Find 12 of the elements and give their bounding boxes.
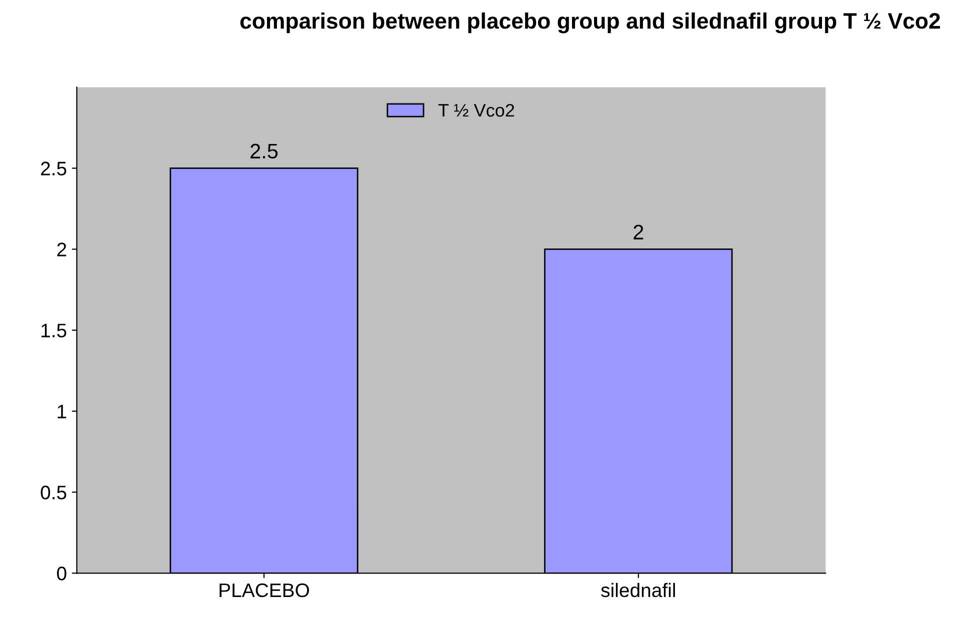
x-tick-label: silednafil xyxy=(601,582,675,598)
x-tick-label: PLACEBO xyxy=(220,583,309,598)
data-label: 2 xyxy=(634,224,644,240)
data-label: 2.5 xyxy=(250,144,278,159)
legend-label: T ½ Vco2 xyxy=(438,104,514,117)
chart-title: comparison between placebo group and silednafil group T ½ Vco2 xyxy=(240,12,940,34)
y-tick-label: 2 xyxy=(57,242,66,256)
y-tick-label: 0.5 xyxy=(40,486,66,500)
y-tick-label: 2.5 xyxy=(41,162,66,176)
y-tick-label: 1 xyxy=(58,404,66,418)
y-tick-label: 1.5 xyxy=(42,324,66,338)
y-tick-label: 0 xyxy=(57,566,66,580)
